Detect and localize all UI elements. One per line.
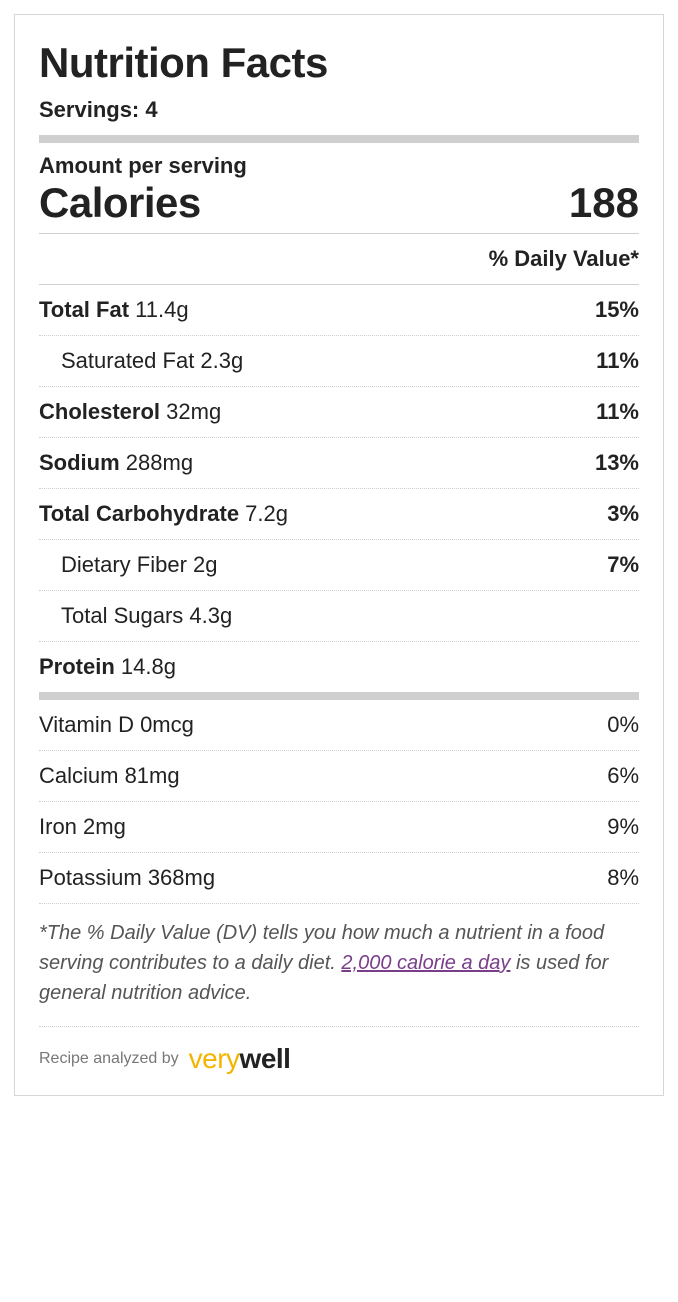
nutrient-row: Total Carbohydrate 7.2g 3%	[39, 489, 639, 540]
nutrient-dv: 3%	[607, 501, 639, 527]
analyzed-by-line: Recipe analyzed by verywell	[39, 1027, 639, 1075]
nutrient-row: Calcium 81mg 6%	[39, 751, 639, 802]
nutrient-name: Calcium 81mg	[39, 763, 180, 789]
nutrient-dv: 11%	[596, 348, 639, 374]
nutrient-dv: 9%	[607, 814, 639, 840]
nutrient-dv: 15%	[595, 297, 639, 323]
calories-value: 188	[569, 179, 639, 227]
nutrient-name: Total Carbohydrate 7.2g	[39, 501, 288, 527]
nutrient-row: Potassium 368mg 8%	[39, 853, 639, 904]
brand-logo: verywell	[189, 1043, 291, 1075]
nutrient-row: Protein 14.8g	[39, 642, 639, 692]
nutrient-name: Total Fat 11.4g	[39, 297, 189, 323]
nutrient-name: Iron 2mg	[39, 814, 126, 840]
nutrient-dv: 6%	[607, 763, 639, 789]
nutrient-row: Saturated Fat 2.3g 11%	[39, 336, 639, 387]
nutrient-name: Protein 14.8g	[39, 654, 176, 680]
nutrient-dv: 7%	[607, 552, 639, 578]
nutrient-name: Sodium 288mg	[39, 450, 193, 476]
nutrient-name: Cholesterol 32mg	[39, 399, 221, 425]
nutrition-facts-panel: Nutrition Facts Servings: 4 Amount per s…	[14, 14, 664, 1096]
amount-per-serving: Amount per serving	[39, 143, 639, 179]
brand-very: very	[189, 1043, 240, 1074]
nutrient-name: Total Sugars 4.3g	[39, 603, 232, 629]
calories-label: Calories	[39, 179, 201, 227]
secondary-nutrients-list: Vitamin D 0mcg 0% Calcium 81mg 6% Iron 2mg 9%…	[39, 700, 639, 904]
panel-title: Nutrition Facts	[39, 39, 639, 87]
nutrient-row: Sodium 288mg 13%	[39, 438, 639, 489]
nutrient-row: Iron 2mg 9%	[39, 802, 639, 853]
daily-value-header: % Daily Value*	[39, 234, 639, 285]
nutrient-name: Saturated Fat 2.3g	[39, 348, 243, 374]
divider-thick-1	[39, 135, 639, 143]
nutrient-row: Vitamin D 0mcg 0%	[39, 700, 639, 751]
nutrient-row: Cholesterol 32mg 11%	[39, 387, 639, 438]
brand-well: well	[240, 1043, 291, 1074]
servings-value: 4	[145, 97, 157, 122]
calorie-link[interactable]: 2,000 calorie a day	[341, 952, 510, 974]
analyzed-by-label: Recipe analyzed by	[39, 1050, 179, 1068]
servings-label: Servings:	[39, 97, 145, 122]
nutrient-row: Total Fat 11.4g 15%	[39, 285, 639, 336]
servings-line: Servings: 4	[39, 97, 639, 135]
nutrient-dv: 11%	[596, 399, 639, 425]
nutrient-dv: 0%	[607, 712, 639, 738]
nutrient-name: Dietary Fiber 2g	[39, 552, 218, 578]
nutrient-row: Total Sugars 4.3g	[39, 591, 639, 642]
nutrient-dv: 13%	[595, 450, 639, 476]
nutrient-dv: 8%	[607, 865, 639, 891]
nutrient-name: Vitamin D 0mcg	[39, 712, 194, 738]
nutrient-name: Potassium 368mg	[39, 865, 215, 891]
calories-row: Calories 188	[39, 179, 639, 234]
divider-thick-2	[39, 692, 639, 700]
primary-nutrients-list: Total Fat 11.4g15%Saturated Fat 2.3g11%C…	[39, 285, 639, 692]
nutrient-row: Dietary Fiber 2g 7%	[39, 540, 639, 591]
daily-value-footnote: *The % Daily Value (DV) tells you how mu…	[39, 904, 639, 1027]
